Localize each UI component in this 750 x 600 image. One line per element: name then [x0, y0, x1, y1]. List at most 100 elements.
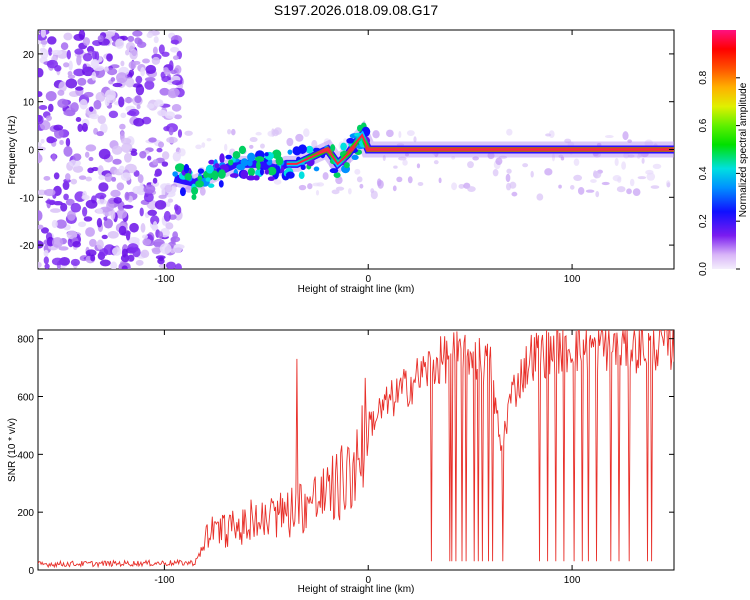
spectrogram-noise-blob — [98, 182, 109, 192]
spectrogram-noise-blob — [616, 186, 626, 193]
spectrogram-noise-blob — [286, 137, 294, 147]
spectrogram-noise-blob — [82, 37, 90, 46]
spectrogram-noise-blob — [118, 165, 125, 173]
spectrogram-noise-blob — [146, 103, 155, 109]
spectrogram-noise-blob — [140, 223, 146, 233]
spectrogram-noise-blob — [134, 95, 142, 104]
spectrogram-noise-blob — [416, 163, 421, 169]
spectrogram-ridge-cluster — [267, 176, 275, 182]
spectrogram-noise-blob — [78, 221, 87, 228]
spectrogram-noise-blob — [59, 139, 64, 146]
spectrogram-noise-blob — [398, 156, 407, 161]
spectrogram-noise-blob — [113, 197, 122, 204]
spectrogram-noise-blob — [145, 64, 157, 74]
spectrogram-noise-blob — [128, 61, 137, 70]
spectrogram-noise-blob — [116, 182, 125, 191]
snr-ticks: -100 0 100 0 200 400 600 800 — [17, 330, 674, 586]
spectrogram-noise-blob — [38, 114, 44, 125]
spectrogram-noise-blob — [110, 189, 121, 198]
spectrogram-noise-blob — [121, 265, 128, 269]
spectrogram-noise-blob — [83, 91, 94, 98]
spectrogram-noise-blob — [544, 168, 553, 176]
spectrogram-noise-blob — [396, 176, 403, 183]
spectrogram-noise-blob — [45, 199, 56, 204]
spectrogram-ridge-cluster — [275, 156, 284, 166]
spectrogram-ridge-cluster — [330, 144, 336, 152]
spectrogram-ridge-cluster — [313, 166, 320, 172]
spectrogram-noise-blob — [530, 170, 534, 178]
spectrogram-ridge-cluster — [254, 156, 265, 162]
colorbar-tick-label: 0.6 — [698, 118, 709, 132]
spectrogram-noise-blob — [172, 55, 179, 60]
spectrogram-noise-blob — [158, 141, 165, 148]
spectrogram-noise-blob — [646, 172, 656, 181]
spectrogram-ridge-cluster — [298, 171, 305, 180]
spectrogram-noise-blob — [75, 86, 84, 91]
spectrogram-ridge-cluster — [247, 152, 256, 162]
spectrogram-ridge-cluster — [287, 149, 293, 155]
spectrogram-noise-blob — [125, 77, 135, 88]
spectrogram-noise-blob — [417, 181, 424, 186]
chart-title: S197.2026.018.09.08.G17 — [274, 2, 438, 18]
spectrogram-noise-blob — [98, 175, 106, 180]
spectrogram-noise-blob — [51, 49, 63, 56]
spectrogram-noise-blob — [132, 30, 143, 37]
spectrogram-ridge-cluster — [264, 152, 269, 157]
spectrogram-noise-blob — [604, 134, 614, 139]
spectrogram-noise-blob — [122, 204, 134, 209]
spectrogram-noise — [38, 30, 671, 269]
spectrogram-noise-blob — [637, 176, 647, 180]
spectrogram-noise-blob — [359, 183, 364, 189]
spectrogram-noise-blob — [112, 158, 122, 165]
spectrogram-noise-blob — [536, 193, 544, 201]
spectrogram-noise-blob — [175, 263, 182, 269]
spectrogram-noise-blob — [153, 100, 164, 107]
spectrogram-noise-blob — [47, 36, 57, 45]
colorbar-ticks: 0.0 0.2 0.4 0.6 0.8 — [698, 70, 740, 276]
spectrogram-noise-blob — [335, 186, 345, 191]
spectrogram-noise-blob — [153, 36, 159, 44]
spectrogram-noise-blob — [92, 50, 98, 61]
spectrogram-noise-blob — [72, 241, 81, 248]
spectrogram-noise-blob — [38, 210, 43, 222]
spectrogram-noise-blob — [206, 138, 212, 142]
spectrogram-noise-blob — [133, 170, 140, 177]
spectrogram-noise-blob — [171, 184, 177, 194]
spectrogram-noise-blob — [307, 183, 313, 190]
spectrogram-noise-blob — [249, 137, 258, 143]
spectrogram-noise-blob — [57, 98, 69, 108]
spectrogram-noise-blob — [63, 32, 73, 41]
spectrogram-noise-blob — [43, 175, 51, 181]
spectrogram-noise-blob — [133, 117, 145, 127]
spectrogram-noise-blob — [135, 259, 144, 266]
spectrogram-ridge-cluster — [225, 154, 233, 160]
spectrogram-noise-blob — [106, 68, 118, 76]
spectrogram-noise-blob — [146, 32, 153, 39]
spectrogram-noise-blob — [83, 216, 93, 222]
spectrogram-noise-blob — [577, 186, 585, 195]
spectrogram-noise-blob — [354, 168, 361, 175]
spectrogram-noise-blob — [130, 151, 138, 157]
spectrogram-noise-blob — [77, 123, 83, 132]
spectrogram-noise-blob — [104, 173, 113, 183]
spectrogram-xlabel: Height of straight line (km) — [298, 284, 415, 295]
spectrogram-noise-blob — [398, 131, 402, 138]
snr-frame — [37, 329, 675, 571]
spectrogram-noise-blob — [147, 209, 158, 216]
spectrogram-noise-blob — [626, 188, 632, 195]
spectrogram-noise-blob — [70, 102, 79, 113]
spectrogram-noise-blob — [227, 129, 232, 135]
spectrogram-noise-blob — [170, 39, 180, 45]
spectrogram-noise-blob — [143, 184, 156, 194]
spectrogram-noise-blob — [641, 157, 645, 164]
spectrogram-noise-blob — [171, 103, 182, 112]
spectrogram-noise-blob — [111, 145, 123, 155]
spectrogram-noise-blob — [163, 210, 171, 222]
spectrogram-noise-blob — [120, 112, 127, 119]
spectrogram-noise-blob — [44, 263, 50, 269]
spectrogram-noise-blob — [66, 49, 71, 60]
spectrogram-noise-blob — [111, 176, 117, 182]
spectrogram-ridge-cluster — [343, 162, 350, 169]
spectrogram-noise-blob — [103, 218, 114, 229]
